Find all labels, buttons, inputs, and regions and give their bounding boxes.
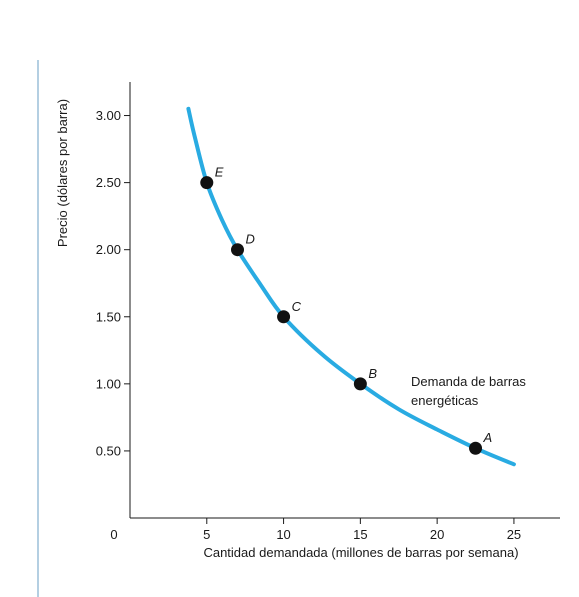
demand-curve	[188, 109, 514, 465]
x-axis-label: Cantidad demandada (millones de barras p…	[203, 545, 518, 560]
y-tick-label: 2.00	[96, 242, 121, 257]
x-tick-label: 10	[276, 527, 290, 542]
y-tick-label: 0.50	[96, 443, 121, 458]
y-tick-label: 1.00	[96, 376, 121, 391]
y-tick-label: 1.50	[96, 309, 121, 324]
point-e	[200, 176, 213, 189]
x-tick-label: 0	[110, 527, 117, 542]
axes: 0.50 1.00 1.50 2.00 2.50 3.00 0 5 10 15 20 25	[96, 82, 560, 542]
point-label-a: A	[483, 430, 493, 445]
point-b	[354, 377, 367, 390]
y-tick-label: 2.50	[96, 175, 121, 190]
point-a	[469, 442, 482, 455]
point-label-b: B	[368, 366, 377, 381]
curve-annotation-line-1: Demanda de barras	[411, 374, 526, 389]
x-tick-label: 20	[430, 527, 444, 542]
data-points: A B C D E	[200, 165, 492, 455]
x-tick-label: 15	[353, 527, 367, 542]
demand-curve-group	[188, 109, 514, 465]
point-label-e: E	[215, 165, 224, 180]
point-label-d: D	[246, 232, 255, 247]
x-tick-label: 25	[507, 527, 521, 542]
point-c	[277, 310, 290, 323]
point-d	[231, 243, 244, 256]
x-tick-label: 5	[203, 527, 210, 542]
y-tick-label: 3.00	[96, 108, 121, 123]
point-label-c: C	[292, 299, 302, 314]
curve-annotation-line-2: energéticas	[411, 393, 479, 408]
y-axis-label: Precio (dólares por barra)	[55, 99, 70, 247]
